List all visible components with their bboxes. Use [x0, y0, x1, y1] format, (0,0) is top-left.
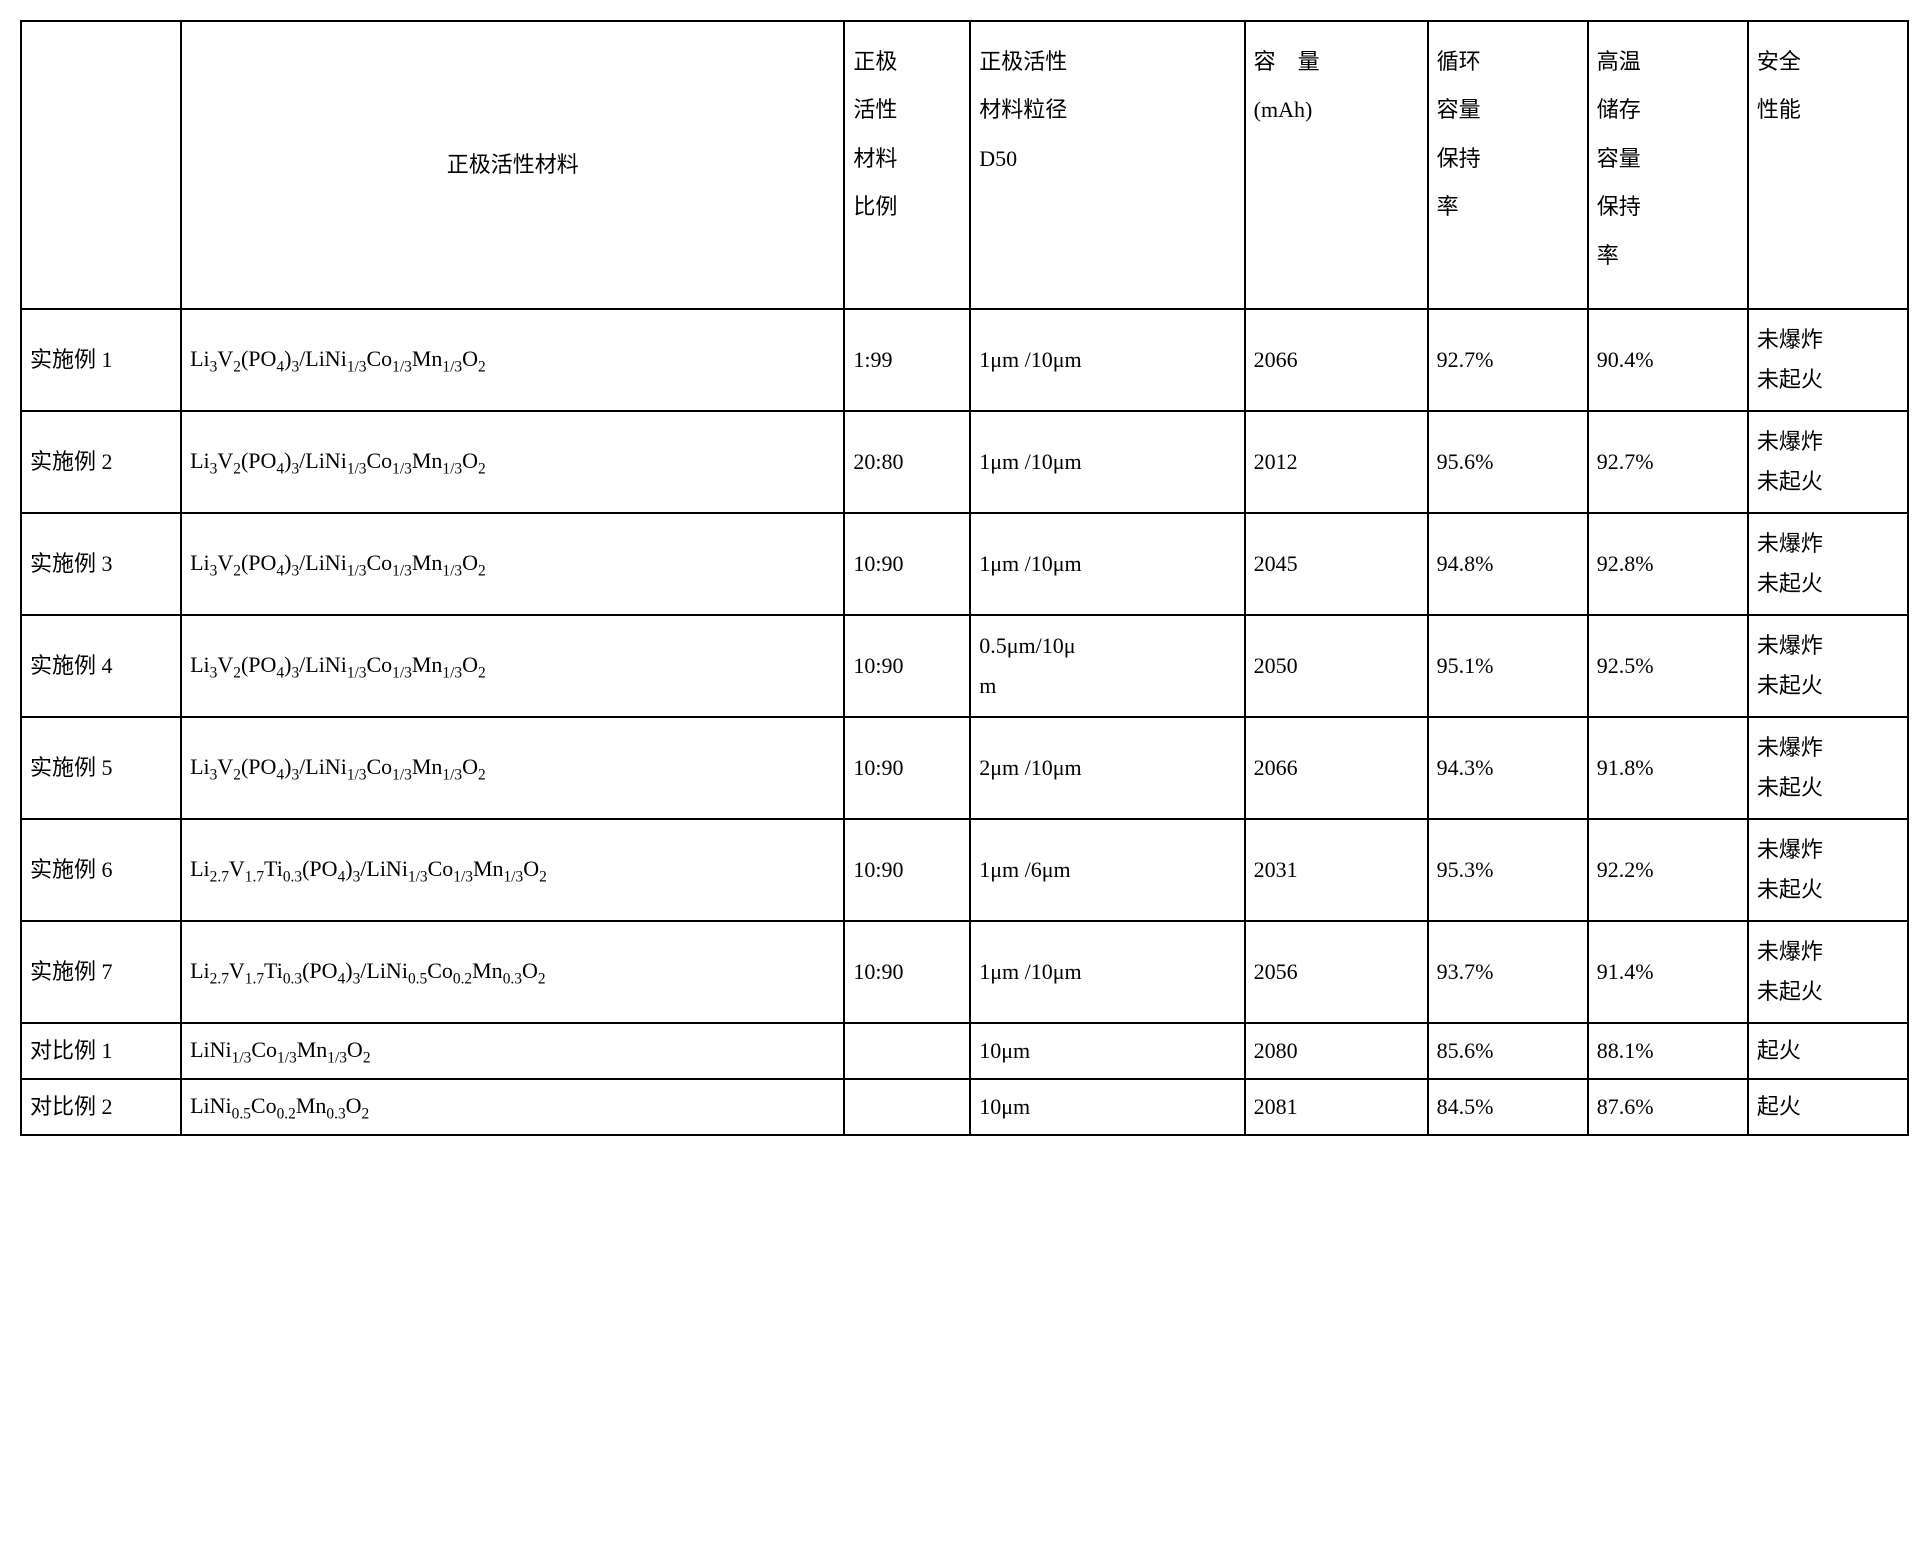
cell-cycle: 95.1%: [1428, 615, 1588, 717]
cell-capacity: 2012: [1245, 411, 1428, 513]
cell-material: Li3V2(PO4)3/LiNi1/3Co1/3Mn1/3O2: [181, 615, 844, 717]
cell-material: LiNi0.5Co0.2Mn0.3O2: [181, 1079, 844, 1135]
cell-safety: 未爆炸 未起火: [1748, 921, 1908, 1023]
cell-d50: 1μm /10μm: [970, 309, 1244, 411]
table-row: 实施例 2Li3V2(PO4)3/LiNi1/3Co1/3Mn1/3O220:8…: [21, 411, 1908, 513]
table-row: 实施例 5Li3V2(PO4)3/LiNi1/3Co1/3Mn1/3O210:9…: [21, 717, 1908, 819]
cell-d50: 10μm: [970, 1079, 1244, 1135]
table-header-row: 正极活性材料 正极 活性 材料 比例 正极活性 材料粒径 D50 容 量 (mA…: [21, 21, 1908, 309]
table-row: 实施例 7Li2.7V1.7Ti0.3(PO4)3/LiNi0.5Co0.2Mn…: [21, 921, 1908, 1023]
cell-safety: 未爆炸 未起火: [1748, 411, 1908, 513]
table-row: 对比例 1LiNi1/3Co1/3Mn1/3O2 10μm208085.6%88.…: [21, 1023, 1908, 1079]
cell-temp: 92.2%: [1588, 819, 1748, 921]
cell-capacity: 2066: [1245, 717, 1428, 819]
cell-cycle: 95.3%: [1428, 819, 1588, 921]
cell-capacity: 2056: [1245, 921, 1428, 1023]
cell-safety: 未爆炸 未起火: [1748, 717, 1908, 819]
cell-ratio: 1:99: [844, 309, 970, 411]
header-d50: 正极活性 材料粒径 D50: [970, 21, 1244, 309]
table-row: 实施例 1Li3V2(PO4)3/LiNi1/3Co1/3Mn1/3O21:99…: [21, 309, 1908, 411]
cell-cycle: 84.5%: [1428, 1079, 1588, 1135]
cell-ratio: [844, 1023, 970, 1079]
cell-material: Li3V2(PO4)3/LiNi1/3Co1/3Mn1/3O2: [181, 717, 844, 819]
header-material: 正极活性材料: [181, 21, 844, 309]
cell-cycle: 94.8%: [1428, 513, 1588, 615]
header-capacity: 容 量 (mAh): [1245, 21, 1428, 309]
header-temp: 高温 储存 容量 保持 率: [1588, 21, 1748, 309]
cell-material: Li3V2(PO4)3/LiNi1/3Co1/3Mn1/3O2: [181, 411, 844, 513]
row-label: 实施例 5: [21, 717, 181, 819]
cell-ratio: 10:90: [844, 717, 970, 819]
cell-cycle: 93.7%: [1428, 921, 1588, 1023]
cell-cycle: 92.7%: [1428, 309, 1588, 411]
cell-safety: 未爆炸 未起火: [1748, 615, 1908, 717]
cell-capacity: 2050: [1245, 615, 1428, 717]
cell-d50: 10μm: [970, 1023, 1244, 1079]
cell-d50: 0.5μm/10μ m: [970, 615, 1244, 717]
table-row: 实施例 6Li2.7V1.7Ti0.3(PO4)3/LiNi1/3Co1/3Mn…: [21, 819, 1908, 921]
cell-safety: 起火: [1748, 1079, 1908, 1135]
cell-temp: 92.5%: [1588, 615, 1748, 717]
cell-d50: 1μm /6μm: [970, 819, 1244, 921]
cell-material: Li3V2(PO4)3/LiNi1/3Co1/3Mn1/3O2: [181, 513, 844, 615]
row-label: 实施例 2: [21, 411, 181, 513]
cell-d50: 2μm /10μm: [970, 717, 1244, 819]
row-label: 实施例 1: [21, 309, 181, 411]
row-label: 对比例 2: [21, 1079, 181, 1135]
cell-temp: 92.7%: [1588, 411, 1748, 513]
row-label: 实施例 3: [21, 513, 181, 615]
cell-ratio: 10:90: [844, 819, 970, 921]
cell-capacity: 2080: [1245, 1023, 1428, 1079]
header-rowlabel: [21, 21, 181, 309]
cell-ratio: 20:80: [844, 411, 970, 513]
cell-cycle: 85.6%: [1428, 1023, 1588, 1079]
row-label: 实施例 6: [21, 819, 181, 921]
cell-capacity: 2031: [1245, 819, 1428, 921]
cell-temp: 92.8%: [1588, 513, 1748, 615]
cell-temp: 91.4%: [1588, 921, 1748, 1023]
table-row: 对比例 2LiNi0.5Co0.2Mn0.3O2 10μm208184.5%87.…: [21, 1079, 1908, 1135]
cell-d50: 1μm /10μm: [970, 921, 1244, 1023]
cell-material: Li3V2(PO4)3/LiNi1/3Co1/3Mn1/3O2: [181, 309, 844, 411]
table-body: 实施例 1Li3V2(PO4)3/LiNi1/3Co1/3Mn1/3O21:99…: [21, 309, 1908, 1135]
header-ratio: 正极 活性 材料 比例: [844, 21, 970, 309]
cell-safety: 未爆炸 未起火: [1748, 819, 1908, 921]
cell-ratio: 10:90: [844, 513, 970, 615]
cell-material: Li2.7V1.7Ti0.3(PO4)3/LiNi1/3Co1/3Mn1/3O2: [181, 819, 844, 921]
cell-d50: 1μm /10μm: [970, 411, 1244, 513]
cell-capacity: 2066: [1245, 309, 1428, 411]
cell-ratio: [844, 1079, 970, 1135]
row-label: 实施例 4: [21, 615, 181, 717]
cell-safety: 起火: [1748, 1023, 1908, 1079]
cell-temp: 87.6%: [1588, 1079, 1748, 1135]
cell-material: LiNi1/3Co1/3Mn1/3O2: [181, 1023, 844, 1079]
header-cycle: 循环 容量 保持 率: [1428, 21, 1588, 309]
cell-cycle: 95.6%: [1428, 411, 1588, 513]
table-row: 实施例 4Li3V2(PO4)3/LiNi1/3Co1/3Mn1/3O210:9…: [21, 615, 1908, 717]
cell-capacity: 2081: [1245, 1079, 1428, 1135]
header-safety: 安全 性能: [1748, 21, 1908, 309]
cell-d50: 1μm /10μm: [970, 513, 1244, 615]
cell-capacity: 2045: [1245, 513, 1428, 615]
row-label: 对比例 1: [21, 1023, 181, 1079]
data-table: 正极活性材料 正极 活性 材料 比例 正极活性 材料粒径 D50 容 量 (mA…: [20, 20, 1909, 1136]
cell-temp: 91.8%: [1588, 717, 1748, 819]
cell-material: Li2.7V1.7Ti0.3(PO4)3/LiNi0.5Co0.2Mn0.3O2: [181, 921, 844, 1023]
cell-temp: 90.4%: [1588, 309, 1748, 411]
cell-ratio: 10:90: [844, 921, 970, 1023]
cell-safety: 未爆炸 未起火: [1748, 513, 1908, 615]
row-label: 实施例 7: [21, 921, 181, 1023]
cell-cycle: 94.3%: [1428, 717, 1588, 819]
cell-ratio: 10:90: [844, 615, 970, 717]
table-row: 实施例 3Li3V2(PO4)3/LiNi1/3Co1/3Mn1/3O210:9…: [21, 513, 1908, 615]
cell-temp: 88.1%: [1588, 1023, 1748, 1079]
cell-safety: 未爆炸 未起火: [1748, 309, 1908, 411]
